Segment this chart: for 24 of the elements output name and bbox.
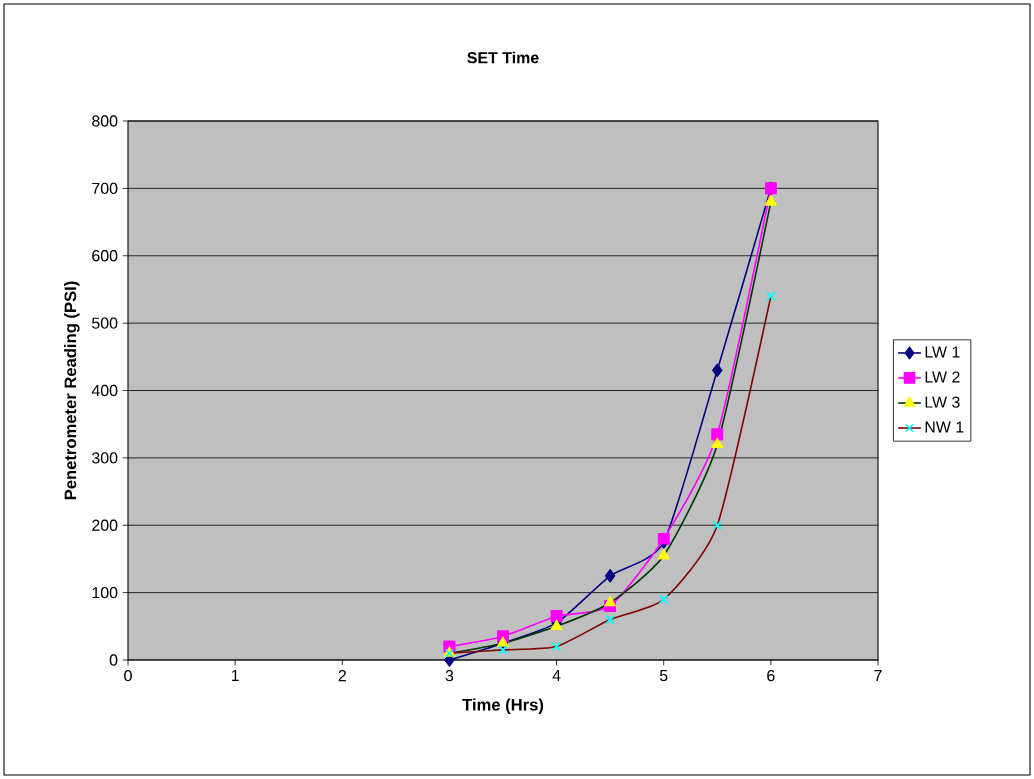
y-tick-label: 300 — [92, 452, 118, 464]
y-tick-label: 700 — [92, 182, 118, 195]
x-axis-title: Time (Hrs) — [462, 698, 544, 714]
legend-label: NW 1 — [925, 421, 964, 433]
legend-label: LW 1 — [925, 346, 960, 358]
x-tick-label: 3 — [445, 670, 454, 682]
y-tick-label: 600 — [92, 250, 118, 262]
chart-title: SET Time — [467, 51, 539, 64]
x-tick-label: 4 — [552, 670, 561, 681]
y-tick-label: 400 — [91, 384, 118, 397]
x-tick-label: 1 — [231, 670, 239, 681]
legend-label: LW 3 — [925, 396, 960, 408]
legend-label: LW 2 — [925, 371, 960, 383]
y-tick-label: 800 — [92, 115, 118, 127]
x-tick-label: 6 — [767, 670, 775, 682]
x-tick-label: 7 — [874, 670, 882, 681]
y-tick-label: 100 — [92, 586, 118, 599]
y-tick-label: 200 — [92, 519, 118, 531]
x-tick-label: 0 — [124, 670, 132, 682]
y-tick-label: 0 — [109, 654, 118, 666]
y-axis-title: Penetrometer Reading (PSI) — [64, 281, 80, 500]
x-tick-label: 2 — [338, 670, 346, 682]
y-tick-label: 500 — [92, 317, 118, 329]
x-tick-label: 5 — [659, 670, 668, 682]
